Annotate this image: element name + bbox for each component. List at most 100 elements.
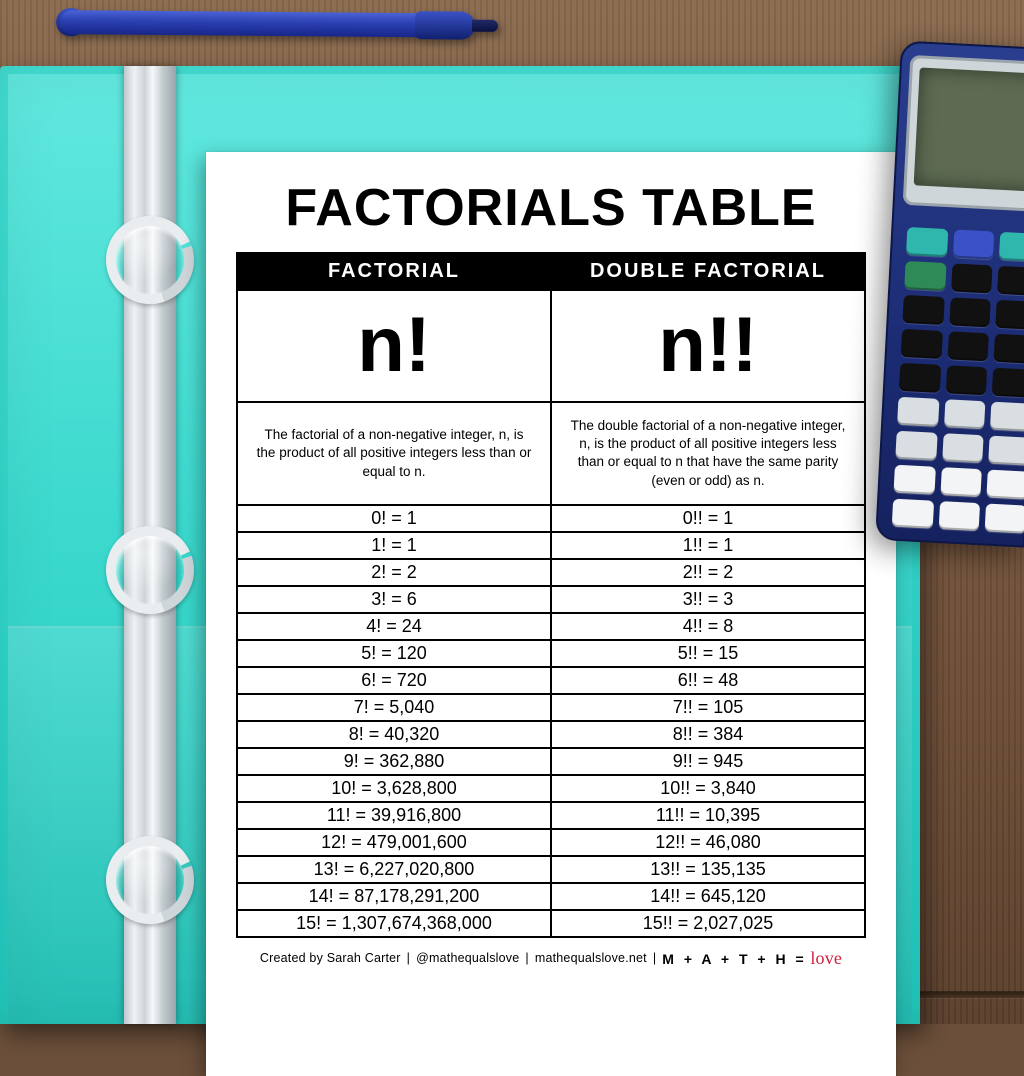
table-row: 2! = 22!! = 2 — [237, 559, 865, 586]
table-row: 6! = 7206!! = 48 — [237, 667, 865, 694]
calculator-key — [901, 329, 943, 359]
binder-ring — [94, 204, 207, 317]
table-row: 10! = 3,628,80010!! = 3,840 — [237, 775, 865, 802]
factorial-value: 10! = 3,628,800 — [237, 775, 551, 802]
footer-logo-love: love — [810, 948, 842, 968]
calculator-key — [951, 263, 993, 293]
factorial-value: 13! = 6,227,020,800 — [237, 856, 551, 883]
footer-sep: | — [407, 951, 410, 965]
worksheet-page: FACTORIALS TABLE FACTORIAL DOUBLE FACTOR… — [206, 152, 896, 1076]
double-factorial-value: 15!! = 2,027,025 — [551, 910, 865, 937]
double-factorial-value: 13!! = 135,135 — [551, 856, 865, 883]
table-row: 3! = 63!! = 3 — [237, 586, 865, 613]
double-factorial-value: 6!! = 48 — [551, 667, 865, 694]
double-factorial-value: 8!! = 384 — [551, 721, 865, 748]
table-row: 8! = 40,3208!! = 384 — [237, 721, 865, 748]
calculator-keys — [886, 221, 1024, 536]
calculator-key — [938, 501, 980, 531]
footer-logo: M + A + T + H = love — [662, 948, 842, 969]
footer-sep: | — [525, 951, 528, 965]
factorial-value: 7! = 5,040 — [237, 694, 551, 721]
calculator-key — [897, 397, 939, 427]
factorial-value: 8! = 40,320 — [237, 721, 551, 748]
table-row: 14! = 87,178,291,20014!! = 645,120 — [237, 883, 865, 910]
page-title: FACTORIALS TABLE — [236, 178, 866, 238]
definition-double-factorial: The double factorial of a non-negative i… — [551, 402, 865, 505]
table-row: 9! = 362,8809!! = 945 — [237, 748, 865, 775]
col-header-double-factorial: DOUBLE FACTORIAL — [551, 253, 865, 290]
factorial-value: 4! = 24 — [237, 613, 551, 640]
table-row: 11! = 39,916,80011!! = 10,395 — [237, 802, 865, 829]
factorials-table: FACTORIAL DOUBLE FACTORIAL n! n!! The fa… — [236, 252, 866, 938]
notation-factorial: n! — [237, 290, 551, 402]
calculator-key — [906, 227, 948, 257]
double-factorial-value: 4!! = 8 — [551, 613, 865, 640]
factorial-value: 11! = 39,916,800 — [237, 802, 551, 829]
calculator-screen — [914, 67, 1024, 192]
table-row: 13! = 6,227,020,80013!! = 135,135 — [237, 856, 865, 883]
calculator-key — [947, 331, 989, 361]
double-factorial-value: 9!! = 945 — [551, 748, 865, 775]
double-factorial-value: 12!! = 46,080 — [551, 829, 865, 856]
calculator-key — [994, 334, 1024, 364]
calculator-key — [990, 402, 1024, 432]
factorial-value: 2! = 2 — [237, 559, 551, 586]
notation-double-factorial: n!! — [551, 290, 865, 402]
calculator-key — [953, 229, 995, 259]
table-row: 0! = 10!! = 1 — [237, 505, 865, 532]
calculator-key — [895, 431, 937, 461]
table-row: 1! = 11!! = 1 — [237, 532, 865, 559]
page-footer: Created by Sarah Carter | @mathequalslov… — [236, 948, 866, 969]
table-row: 15! = 1,307,674,368,00015!! = 2,027,025 — [237, 910, 865, 937]
double-factorial-value: 11!! = 10,395 — [551, 802, 865, 829]
calculator-prop — [875, 40, 1024, 547]
calculator-key — [945, 365, 987, 395]
table-row: 7! = 5,0407!! = 105 — [237, 694, 865, 721]
calculator-key — [999, 232, 1024, 262]
calculator-key — [988, 436, 1024, 466]
calculator-key — [992, 368, 1024, 398]
double-factorial-value: 2!! = 2 — [551, 559, 865, 586]
double-factorial-value: 5!! = 15 — [551, 640, 865, 667]
factorial-value: 3! = 6 — [237, 586, 551, 613]
factorial-value: 14! = 87,178,291,200 — [237, 883, 551, 910]
footer-credit: Created by Sarah Carter — [260, 951, 401, 965]
binder: FACTORIALS TABLE FACTORIAL DOUBLE FACTOR… — [0, 66, 920, 1024]
calculator-key — [997, 266, 1024, 296]
factorial-value: 1! = 1 — [237, 532, 551, 559]
binder-ring — [94, 514, 207, 627]
factorial-value: 5! = 120 — [237, 640, 551, 667]
col-header-factorial: FACTORIAL — [237, 253, 551, 290]
calculator-key — [987, 470, 1024, 500]
double-factorial-value: 14!! = 645,120 — [551, 883, 865, 910]
factorial-value: 12! = 479,001,600 — [237, 829, 551, 856]
footer-logo-text: M + A + T + H = — [662, 951, 806, 967]
factorial-value: 15! = 1,307,674,368,000 — [237, 910, 551, 937]
double-factorial-value: 3!! = 3 — [551, 586, 865, 613]
double-factorial-value: 0!! = 1 — [551, 505, 865, 532]
factorial-value: 9! = 362,880 — [237, 748, 551, 775]
calculator-key — [902, 295, 944, 325]
calculator-key — [944, 399, 986, 429]
double-factorial-value: 7!! = 105 — [551, 694, 865, 721]
double-factorial-value: 1!! = 1 — [551, 532, 865, 559]
footer-handle: @mathequalslove — [416, 951, 519, 965]
factorial-value: 0! = 1 — [237, 505, 551, 532]
pen-prop — [60, 2, 500, 46]
calculator-key — [899, 363, 941, 393]
calculator-key — [940, 467, 982, 497]
calculator-key — [985, 504, 1024, 534]
calculator-key — [949, 297, 991, 327]
calculator-key — [942, 433, 984, 463]
table-row: 4! = 244!! = 8 — [237, 613, 865, 640]
factorial-value: 6! = 720 — [237, 667, 551, 694]
calculator-key — [892, 499, 934, 529]
calculator-key — [904, 261, 946, 291]
footer-site: mathequalslove.net — [535, 951, 647, 965]
footer-sep: | — [653, 951, 656, 965]
definition-factorial: The factorial of a non-negative integer,… — [237, 402, 551, 505]
calculator-key — [996, 300, 1024, 330]
double-factorial-value: 10!! = 3,840 — [551, 775, 865, 802]
calculator-key — [894, 465, 936, 495]
table-row: 12! = 479,001,60012!! = 46,080 — [237, 829, 865, 856]
